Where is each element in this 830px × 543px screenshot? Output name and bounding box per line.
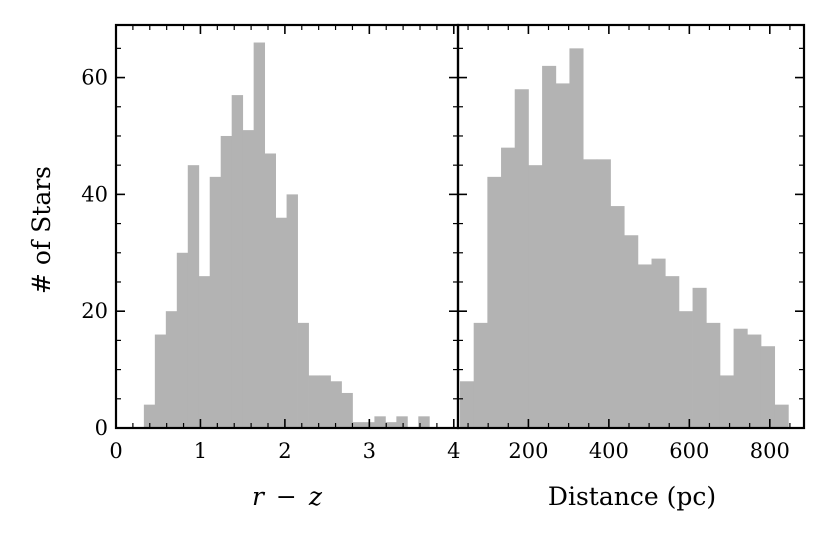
right-histogram-bar [583, 159, 598, 428]
right-histogram-bar [610, 206, 625, 428]
right-histogram-bar [487, 176, 502, 428]
right-histogram-bar [460, 381, 475, 428]
right-x-axis-label: Distance (pc) [548, 482, 716, 511]
right-histogram-bar [747, 334, 762, 428]
left-x-label-r: r [252, 482, 266, 511]
left-histogram-bar [374, 416, 386, 428]
right-histogram-bar [692, 287, 707, 428]
left-histogram-bar [319, 375, 331, 428]
right-x-tick-label: 400 [589, 439, 629, 463]
right-x-tick-label: 800 [750, 439, 790, 463]
right-x-tick-label: 600 [669, 439, 709, 463]
right-axes-frame [456, 23, 806, 430]
left-histogram-bar [198, 276, 211, 428]
right-panel: 200 400 600 800 [456, 23, 806, 463]
left-histogram-bar [286, 194, 298, 428]
right-histogram-bar [665, 276, 680, 428]
right-histogram-bar [555, 83, 570, 428]
left-x-tick-label: 4 [447, 439, 460, 463]
right-histogram-bar [678, 311, 693, 428]
right-histogram-bar [514, 89, 529, 428]
right-histogram-bar [719, 375, 734, 428]
left-histogram-bar [187, 165, 200, 429]
left-histogram-bar [396, 416, 408, 428]
right-histogram-bar [596, 159, 611, 428]
left-histogram-bar [220, 135, 233, 428]
left-histogram-bar [264, 153, 276, 429]
left-x-axis-label: r − z [252, 482, 323, 511]
left-histogram-bar [176, 252, 189, 428]
left-histogram-bar [330, 381, 342, 428]
right-histogram-bar [501, 147, 516, 428]
right-histogram-bar [569, 48, 584, 429]
left-x-tick-label: 1 [194, 439, 207, 463]
right-histogram-bar [651, 258, 666, 428]
left-histogram-bar [165, 311, 178, 428]
right-histogram-bar [528, 165, 543, 429]
left-histogram-bar [154, 334, 167, 428]
left-histogram-bar [352, 422, 364, 428]
left-histogram-bar [231, 95, 244, 428]
left-x-tick-label: 3 [363, 439, 376, 463]
y-tick-label: 0 [95, 416, 108, 440]
right-histogram-bar [637, 264, 652, 428]
left-histogram-bar [308, 375, 320, 428]
right-histogram-bar [760, 346, 776, 428]
left-histogram-bar [143, 404, 156, 428]
left-histogram-bar [253, 42, 266, 429]
right-x-tick-label: 200 [508, 439, 548, 463]
left-histogram-bar [297, 322, 309, 428]
y-tick-label: 20 [81, 299, 108, 323]
right-histogram-bar [774, 404, 789, 428]
right-histogram-bar [733, 328, 748, 428]
right-histogram-bar [624, 235, 639, 428]
left-histogram-bar [209, 176, 222, 428]
right-histogram-bar [473, 322, 488, 428]
left-histogram-bar [275, 217, 287, 428]
left-histogram-bar [242, 130, 255, 428]
left-histogram-bar [341, 392, 353, 428]
right-histogram-bar [706, 322, 721, 428]
left-histogram-bar [418, 416, 430, 428]
y-axis-label: # of Stars [27, 166, 56, 294]
left-x-tick-label: 0 [109, 439, 122, 463]
left-x-label-z: z [308, 482, 323, 511]
y-tick-label: 60 [81, 66, 108, 90]
right-histogram-bar [542, 65, 557, 428]
left-x-label-minus: − [276, 482, 297, 511]
left-x-tick-label: 2 [278, 439, 291, 463]
left-histogram-bar [385, 422, 397, 428]
y-tick-label: 40 [81, 182, 108, 206]
